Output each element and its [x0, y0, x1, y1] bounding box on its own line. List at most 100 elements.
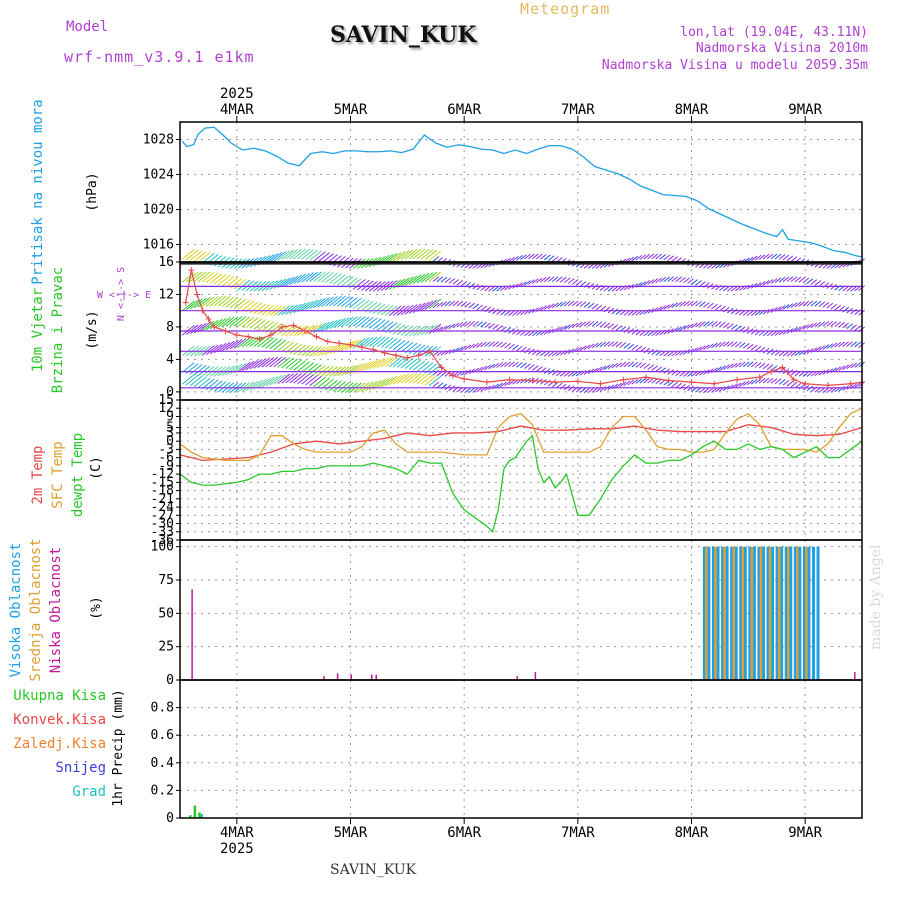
- wind-barb: [329, 380, 342, 392]
- wind-barb: [826, 387, 834, 394]
- wind-barb: [189, 271, 203, 282]
- wind-barb: [655, 277, 663, 284]
- precip-label-grad: Grad: [72, 784, 106, 800]
- wind-gust-marker: [324, 338, 331, 345]
- wind-barb: [181, 362, 195, 373]
- wind-gust-marker: [529, 377, 536, 384]
- wind-barb: [460, 345, 468, 352]
- wind-barb: [750, 329, 758, 335]
- y-tick-label: -9: [158, 459, 174, 474]
- wind-gust-marker: [665, 377, 672, 384]
- wind-barb: [396, 373, 410, 385]
- wind-barb: [444, 277, 452, 284]
- wind-barb: [671, 350, 678, 357]
- wind-barb: [380, 376, 394, 388]
- wind-barb: [627, 361, 635, 368]
- wind-barb: [703, 344, 710, 350]
- wind-barb: [639, 281, 647, 287]
- wind-barb: [679, 325, 686, 331]
- wind-barb: [834, 321, 842, 327]
- wind-barb: [317, 297, 330, 308]
- wind-barb: [221, 316, 235, 328]
- wind-barb: [412, 248, 426, 260]
- cloud-mid-bar: [777, 546, 781, 680]
- wind-barb: [185, 249, 199, 261]
- wind-barb: [416, 248, 430, 260]
- wind-barb: [766, 279, 774, 285]
- wind-barb: [746, 379, 754, 386]
- wind-gust-marker: [347, 341, 354, 348]
- wind-barb: [400, 276, 414, 287]
- wind-barb: [201, 345, 215, 356]
- wind-barb: [675, 276, 682, 283]
- wind-barb: [520, 281, 527, 287]
- wind-barb: [333, 317, 346, 329]
- wind-barb: [205, 344, 219, 356]
- wind-barb: [197, 252, 211, 263]
- wind-gust-marker: [256, 336, 263, 343]
- wind-barb: [695, 300, 702, 307]
- wind-gust-marker: [290, 322, 297, 329]
- wind-barb: [313, 271, 326, 282]
- wind-barb: [587, 302, 595, 309]
- wind-barb: [277, 373, 291, 385]
- wind-gust-marker: [597, 380, 604, 387]
- year-label-top: 2025: [220, 86, 254, 102]
- wind-barb: [189, 375, 203, 387]
- wind-barb: [814, 280, 822, 286]
- wind-barb: [619, 342, 627, 348]
- wind-barb: [611, 286, 619, 292]
- wind-barb: [301, 362, 314, 373]
- wind-barb: [181, 300, 195, 312]
- wind-barb: [631, 344, 639, 351]
- wind-gust-marker: [194, 291, 201, 298]
- wind-barb: [635, 362, 643, 368]
- cloud-high-bar: [716, 546, 720, 680]
- wind-barb: [766, 364, 774, 371]
- wind-barb: [472, 321, 480, 327]
- cloud-high-bar: [730, 546, 734, 680]
- wind-barb: [563, 349, 571, 355]
- wind-barb: [528, 253, 535, 260]
- panel-frame: [179, 399, 863, 541]
- wind-barb: [392, 339, 406, 351]
- wind-barb: [802, 371, 810, 377]
- wind-barb: [289, 359, 303, 370]
- y-tick-label: 1020: [143, 203, 174, 218]
- wind-barb: [683, 371, 690, 377]
- wind-barb: [364, 359, 378, 371]
- wind-barb: [671, 256, 678, 262]
- wind-compass-ew: W <-|-> E: [97, 290, 151, 301]
- wind-barb: [822, 387, 830, 394]
- wind-barb: [349, 363, 362, 375]
- wind-barb: [766, 377, 774, 384]
- wind-barb: [782, 254, 790, 261]
- wind-barb: [508, 361, 515, 368]
- wind-barb: [225, 339, 239, 351]
- wind-barb: [460, 387, 468, 393]
- cloud-low-bar: [370, 674, 373, 680]
- wind-barb: [273, 339, 287, 351]
- wind-barb: [317, 271, 330, 283]
- cloud-low-bar: [854, 672, 856, 680]
- wind-gust-marker: [449, 372, 456, 379]
- wind-barb: [388, 356, 402, 368]
- wind-barb: [814, 321, 822, 328]
- wind-barb: [822, 302, 830, 308]
- wind-barb: [579, 345, 587, 352]
- wind-gust-marker: [620, 376, 627, 383]
- wind-barb: [742, 310, 750, 316]
- wind-barb: [400, 304, 414, 316]
- wind-barb: [376, 304, 390, 315]
- wind-label-1: 10m Vjetar: [30, 288, 46, 372]
- pressure-unit: (hPa): [85, 172, 100, 211]
- cloud-mid-bar: [805, 546, 808, 680]
- wind-gust-marker: [211, 323, 218, 330]
- wind-barb: [301, 272, 314, 283]
- x-tick-label-bottom: 5MAR: [334, 825, 368, 841]
- wind-barb: [790, 256, 798, 262]
- y-tick-label: 1016: [143, 238, 174, 253]
- wind-barb: [842, 322, 849, 329]
- wind-barb: [715, 366, 722, 373]
- wind-barb: [484, 364, 491, 371]
